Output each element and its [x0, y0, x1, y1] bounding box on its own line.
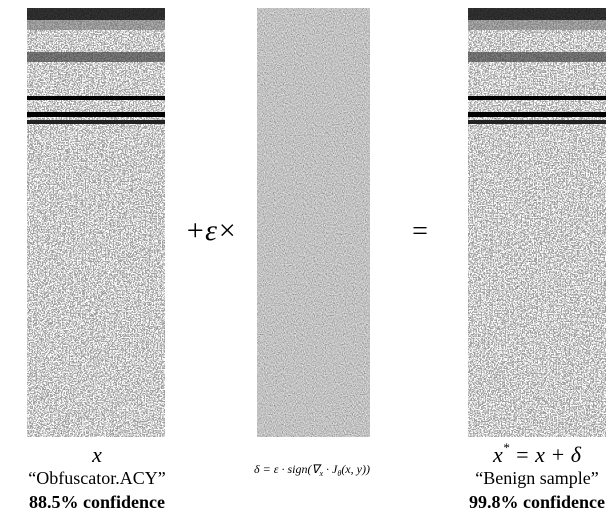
perturbation-formula: δ = ε · sign(∇x · Jθ(x, y)) [254, 462, 370, 478]
formula-superscript: * [503, 440, 510, 455]
input-label: “Obfuscator.ACY” [28, 468, 165, 488]
input-symbol: x [91, 442, 102, 467]
equals: = [412, 216, 428, 247]
formula-part: (x, y)) [341, 462, 370, 476]
input-image [27, 8, 165, 437]
formula-subscript: x [318, 469, 323, 478]
formula-part: · J [323, 462, 338, 476]
perturbation-image [257, 8, 370, 437]
formula-part: δ = ε · sign(∇ [254, 462, 322, 476]
formula-subscript: θ [337, 469, 341, 478]
plus-epsilon-times: +ε× [185, 214, 237, 247]
output-formula: x* = x + δ [492, 440, 582, 467]
formula-part: = x + δ [509, 442, 581, 467]
input-confidence: 88.5% confidence [29, 492, 165, 512]
adversarial-image [468, 8, 606, 437]
output-label: “Benign sample” [475, 468, 598, 488]
output-confidence: 99.8% confidence [469, 492, 605, 512]
formula-part: x [492, 442, 503, 467]
